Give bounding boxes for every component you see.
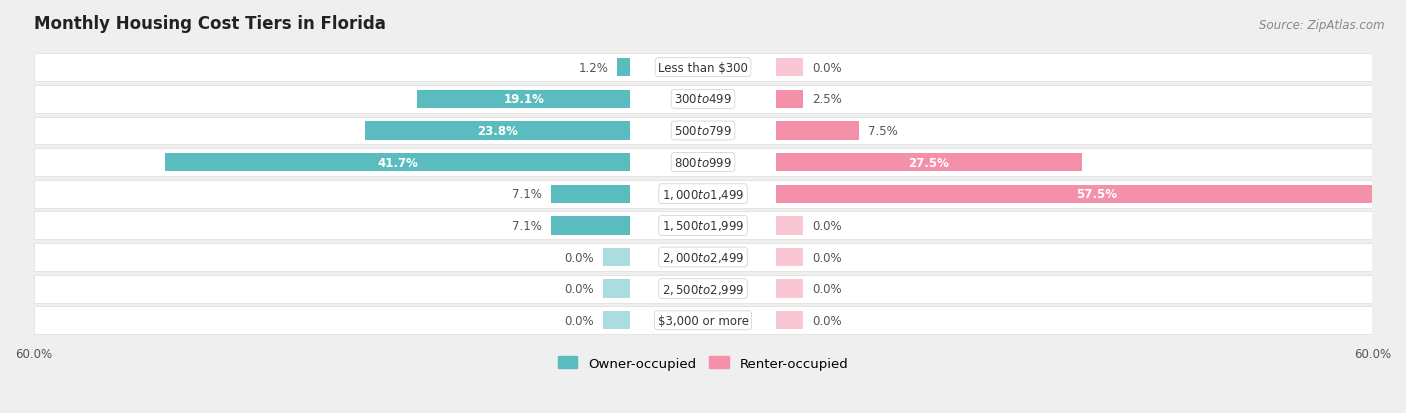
- Bar: [776, 122, 859, 140]
- Bar: [776, 311, 803, 330]
- Bar: [34, 306, 1372, 335]
- Text: $1,500 to $1,999: $1,500 to $1,999: [662, 219, 744, 233]
- Text: $2,000 to $2,499: $2,000 to $2,499: [662, 250, 744, 264]
- Text: 1.2%: 1.2%: [578, 62, 609, 74]
- Text: Source: ZipAtlas.com: Source: ZipAtlas.com: [1260, 19, 1385, 31]
- Bar: [603, 248, 630, 266]
- Bar: [776, 280, 803, 298]
- Text: $800 to $999: $800 to $999: [673, 156, 733, 169]
- Text: 0.0%: 0.0%: [813, 314, 842, 327]
- Text: $3,000 or more: $3,000 or more: [658, 314, 748, 327]
- Text: 0.0%: 0.0%: [564, 314, 593, 327]
- Text: $1,000 to $1,499: $1,000 to $1,499: [662, 188, 744, 201]
- Bar: [418, 90, 630, 109]
- Bar: [34, 180, 1372, 208]
- Bar: [551, 217, 630, 235]
- Text: 7.1%: 7.1%: [512, 219, 543, 233]
- Text: 57.5%: 57.5%: [1076, 188, 1116, 201]
- Bar: [776, 154, 1083, 172]
- Text: 2.5%: 2.5%: [813, 93, 842, 106]
- Text: 7.1%: 7.1%: [512, 188, 543, 201]
- Bar: [617, 59, 630, 77]
- Bar: [776, 90, 803, 109]
- Text: 0.0%: 0.0%: [813, 219, 842, 233]
- Bar: [34, 275, 1372, 303]
- Text: Monthly Housing Cost Tiers in Florida: Monthly Housing Cost Tiers in Florida: [34, 15, 385, 33]
- Bar: [776, 185, 1406, 204]
- Bar: [551, 185, 630, 204]
- Bar: [34, 212, 1372, 240]
- Text: 27.5%: 27.5%: [908, 156, 949, 169]
- Text: $500 to $799: $500 to $799: [673, 125, 733, 138]
- Bar: [34, 86, 1372, 114]
- Bar: [34, 54, 1372, 82]
- Text: 23.8%: 23.8%: [477, 125, 519, 138]
- Legend: Owner-occupied, Renter-occupied: Owner-occupied, Renter-occupied: [553, 351, 853, 375]
- Text: 0.0%: 0.0%: [813, 282, 842, 295]
- Text: 19.1%: 19.1%: [503, 93, 544, 106]
- Text: 0.0%: 0.0%: [564, 282, 593, 295]
- Bar: [776, 217, 803, 235]
- Text: 0.0%: 0.0%: [813, 251, 842, 264]
- Text: Less than $300: Less than $300: [658, 62, 748, 74]
- Text: 41.7%: 41.7%: [377, 156, 419, 169]
- Bar: [166, 154, 630, 172]
- Text: $300 to $499: $300 to $499: [673, 93, 733, 106]
- Text: $2,500 to $2,999: $2,500 to $2,999: [662, 282, 744, 296]
- Bar: [603, 311, 630, 330]
- Bar: [34, 149, 1372, 177]
- Text: 7.5%: 7.5%: [868, 125, 898, 138]
- Bar: [366, 122, 630, 140]
- Bar: [776, 59, 803, 77]
- Text: 0.0%: 0.0%: [813, 62, 842, 74]
- Bar: [603, 280, 630, 298]
- Bar: [34, 244, 1372, 271]
- Bar: [34, 117, 1372, 145]
- Bar: [776, 248, 803, 266]
- Text: 0.0%: 0.0%: [564, 251, 593, 264]
